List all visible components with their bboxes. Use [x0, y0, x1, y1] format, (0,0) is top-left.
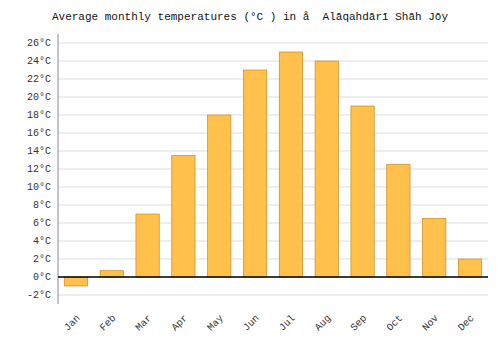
chart-title: Average monthly temperatures (°C ) in å … — [52, 11, 448, 23]
grid-line — [58, 43, 488, 44]
y-tick-label: 18°C — [27, 110, 51, 121]
y-tick-label: 8°C — [33, 200, 51, 211]
chart-svg: -2°C 0°C 2°C 4°C 6°C 8°C 10°C 12°C 14°C 16°C 18°C 2… — [0, 0, 500, 350]
y-tick-label: 20°C — [27, 92, 51, 103]
y-tick-label: 14°C — [27, 146, 51, 157]
grid-line — [58, 187, 488, 188]
bar — [423, 219, 446, 278]
y-tick-label: 24°C — [27, 56, 51, 67]
y-tick-label: 22°C — [27, 74, 51, 85]
x-tick-label: Nov — [420, 313, 441, 334]
bar — [243, 70, 266, 277]
x-tick-label: Oct — [385, 313, 406, 334]
grid-line — [58, 79, 488, 80]
x-axis-labels: Jan Feb Mar Apr May Jun Jul Aug Sep Oct Nov Dec — [62, 313, 477, 334]
y-axis-line — [58, 34, 59, 304]
x-tick-label: Sep — [349, 313, 370, 334]
grid-line — [58, 133, 488, 134]
grid-line — [58, 277, 488, 278]
grid-line — [58, 205, 488, 206]
bar — [172, 156, 195, 278]
y-tick-label: 16°C — [27, 128, 51, 139]
bar — [64, 277, 87, 286]
y-tick-label: 0°C — [33, 272, 51, 283]
bar — [458, 259, 481, 277]
bar — [279, 52, 302, 277]
y-tick-label: -2°C — [27, 290, 51, 301]
grid-line — [58, 295, 488, 296]
y-tick-label: 26°C — [27, 38, 51, 49]
x-tick-label: Jan — [62, 313, 83, 334]
x-tick-label: Jun — [241, 313, 262, 334]
x-tick-label: Feb — [98, 313, 119, 334]
y-tick-label: 10°C — [27, 182, 51, 193]
y-tick-label: 2°C — [33, 254, 51, 265]
x-tick-label: Mar — [134, 313, 155, 334]
x-tick-label: Aug — [313, 313, 334, 334]
bar — [387, 165, 410, 278]
y-axis-ticks: -2°C 0°C 2°C 4°C 6°C 8°C 10°C 12°C 14°C 16°C 18°C 2… — [27, 38, 51, 301]
y-tick-label: 6°C — [33, 218, 51, 229]
grid-line — [58, 151, 488, 152]
zero-line — [58, 276, 488, 278]
bar — [208, 115, 231, 277]
bar — [315, 61, 338, 277]
grid-line — [58, 97, 488, 98]
bar — [351, 106, 374, 277]
bars — [64, 52, 481, 286]
bar — [136, 214, 159, 277]
chart-container: -2°C 0°C 2°C 4°C 6°C 8°C 10°C 12°C 14°C 16°C 18°C 2… — [0, 0, 500, 350]
grid-line — [58, 115, 488, 116]
grid-line — [58, 61, 488, 62]
x-tick-label: Dec — [456, 313, 477, 334]
x-tick-label: Apr — [170, 313, 191, 334]
bar — [100, 271, 123, 277]
x-tick-label: Jul — [277, 313, 298, 334]
grid-line — [58, 169, 488, 170]
x-tick-label: May — [205, 313, 226, 334]
grid — [58, 43, 488, 295]
y-tick-label: 4°C — [33, 236, 51, 247]
y-tick-label: 12°C — [27, 164, 51, 175]
